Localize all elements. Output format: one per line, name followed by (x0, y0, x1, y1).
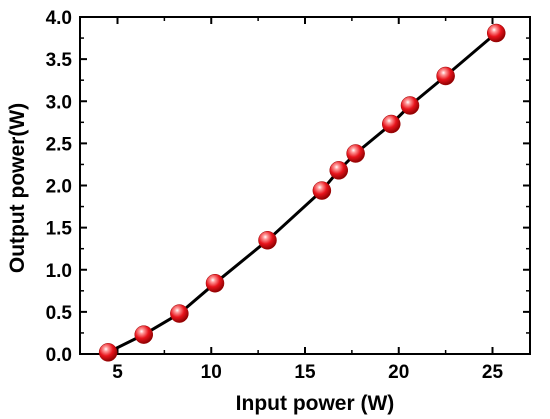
data-point (312, 181, 332, 200)
y-tick-label: 3.0 (46, 92, 72, 113)
y-axis-title: Output power(W) (6, 103, 29, 273)
data-point (205, 273, 225, 293)
plot-area: 5 10 15 20 25 0.0 0.5 1.0 1.5 2.0 2.5 3.0 3.5 4.0 (46, 8, 531, 383)
y-tick-label: 4.0 (46, 8, 72, 29)
y-tick-label: 0.5 (46, 303, 73, 324)
data-point (346, 144, 365, 163)
x-axis-title: Input power (W) (236, 392, 395, 415)
y-tick-label: 1.5 (46, 219, 73, 240)
data-point (487, 23, 506, 43)
data-point (436, 66, 455, 86)
data-point (382, 114, 401, 134)
data-point (170, 304, 189, 323)
y-tick-label: 2.0 (46, 177, 72, 198)
data-point (400, 96, 420, 115)
y-tick-label: 0.0 (46, 345, 72, 366)
data-point (258, 231, 277, 250)
x-tick-label: 25 (482, 362, 504, 383)
x-tick-label: 15 (294, 362, 316, 383)
data-point (134, 325, 153, 344)
y-tick-label: 2.5 (46, 134, 73, 155)
y-tick-label: 3.5 (46, 50, 73, 71)
x-tick-label: 5 (112, 362, 123, 383)
data-point (98, 343, 118, 362)
y-tick-label: 1.0 (46, 261, 72, 282)
plot-frame (79, 16, 531, 355)
x-tick-label: 10 (201, 362, 222, 383)
x-tick-label: 20 (388, 362, 409, 383)
data-point (329, 161, 348, 180)
